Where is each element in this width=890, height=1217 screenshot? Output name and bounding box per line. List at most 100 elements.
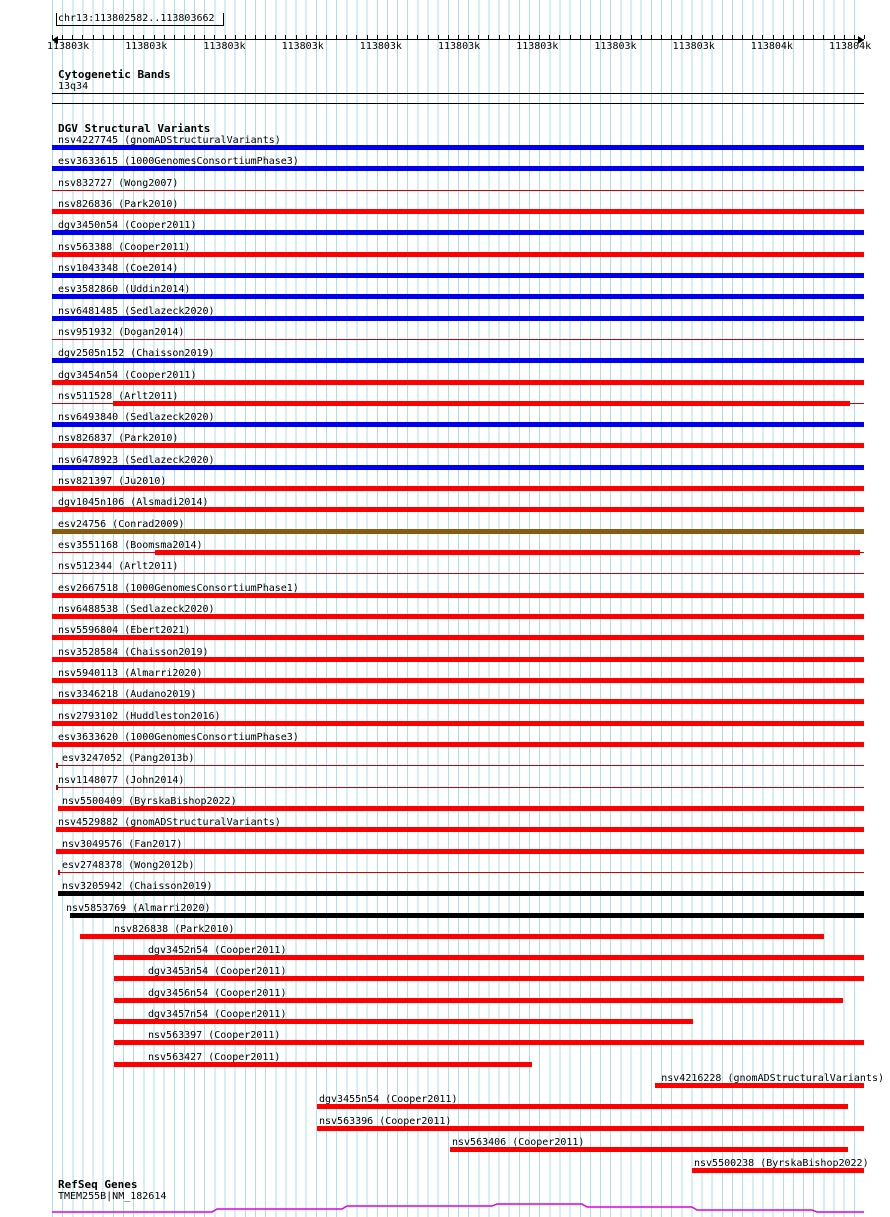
variant-label[interactable]: nsv3205942 (Chaisson2019) xyxy=(62,881,213,892)
variant-label[interactable]: esv2667518 (1000GenomesConsortiumPhase1) xyxy=(58,583,299,594)
variant-label[interactable]: dgv2505n152 (Chaisson2019) xyxy=(58,348,215,359)
variant-label[interactable]: dgv3457n54 (Cooper2011) xyxy=(148,1009,287,1020)
variant-label[interactable]: nsv826837 (Park2010) xyxy=(58,433,179,444)
variant-label[interactable]: nsv826836 (Park2010) xyxy=(58,199,179,210)
variant-bar[interactable] xyxy=(52,209,864,214)
variant-label[interactable]: nsv5940113 (Almarri2020) xyxy=(58,668,203,679)
variant-bar[interactable] xyxy=(56,849,864,854)
variant-bar[interactable] xyxy=(52,190,864,191)
variant-label[interactable]: dgv1045n106 (Alsmadi2014) xyxy=(58,497,209,508)
variant-label[interactable]: nsv3346218 (Audano2019) xyxy=(58,689,197,700)
variant-label[interactable]: nsv821397 (Ju2010) xyxy=(58,476,167,487)
variant-bar[interactable] xyxy=(52,422,864,427)
variant-bar[interactable] xyxy=(70,913,864,918)
variant-bar[interactable] xyxy=(52,742,864,747)
variant-label[interactable]: nsv3049576 (Fan2017) xyxy=(62,839,183,850)
variant-label[interactable]: nsv5500409 (ByrskaBishop2022) xyxy=(62,796,237,807)
variant-bar[interactable] xyxy=(52,573,864,574)
variant-label[interactable]: nsv2793102 (Huddleston2016) xyxy=(58,711,221,722)
variant-label[interactable]: nsv563427 (Cooper2011) xyxy=(148,1052,281,1063)
variant-bar[interactable] xyxy=(58,806,864,811)
variant-label[interactable]: esv3247052 (Pang2013b) xyxy=(62,753,195,764)
variant-label[interactable]: esv24756 (Conrad2009) xyxy=(58,519,185,530)
variant-bar[interactable] xyxy=(317,1104,848,1109)
variant-label[interactable]: nsv3528584 (Chaisson2019) xyxy=(58,647,209,658)
variant-bar[interactable] xyxy=(655,1083,864,1088)
variant-bar[interactable] xyxy=(80,934,824,939)
variant-bar[interactable] xyxy=(56,765,864,766)
variant-label[interactable]: nsv511528 (Arlt2011) xyxy=(58,391,179,402)
variant-bar[interactable] xyxy=(58,891,864,896)
variant-label[interactable]: nsv563396 (Cooper2011) xyxy=(319,1116,452,1127)
ruler-minor-tick xyxy=(275,35,276,39)
variant-bar[interactable] xyxy=(56,827,864,832)
variant-bar[interactable] xyxy=(114,955,864,960)
variant-bar[interactable] xyxy=(114,976,864,981)
variant-bar[interactable] xyxy=(52,339,864,340)
variant-bar[interactable] xyxy=(52,273,864,278)
variant-bar[interactable] xyxy=(52,593,864,598)
variant-label[interactable]: nsv563397 (Cooper2011) xyxy=(148,1030,281,1041)
variant-bar[interactable] xyxy=(52,252,864,257)
variant-bar[interactable] xyxy=(58,872,864,873)
variant-bar[interactable] xyxy=(52,721,864,726)
variant-label[interactable]: nsv1043348 (Coe2014) xyxy=(58,263,179,274)
variant-label[interactable]: nsv4529882 (gnomADStructuralVariants) xyxy=(58,817,281,828)
variant-label[interactable]: esv2748378 (Wong2012b) xyxy=(62,860,195,871)
variant-bar[interactable] xyxy=(52,358,864,363)
variant-bar[interactable] xyxy=(56,787,864,788)
variant-label[interactable]: nsv6481485 (Sedlazeck2020) xyxy=(58,306,215,317)
variant-bar[interactable] xyxy=(114,1062,532,1067)
variant-label[interactable]: nsv826838 (Park2010) xyxy=(114,924,235,935)
variant-bar[interactable] xyxy=(52,678,864,683)
variant-label[interactable]: esv3582860 (Uddin2014) xyxy=(58,284,191,295)
variant-bar[interactable] xyxy=(52,486,864,491)
variant-label[interactable]: nsv512344 (Arlt2011) xyxy=(58,561,179,572)
variant-label[interactable]: dgv3455n54 (Cooper2011) xyxy=(319,1094,458,1105)
ruler-tick-label: 113803k xyxy=(516,41,559,52)
variant-label[interactable]: nsv6478923 (Sedlazeck2020) xyxy=(58,455,215,466)
variant-bar[interactable] xyxy=(114,998,843,1003)
variant-bar[interactable] xyxy=(52,507,864,512)
variant-label[interactable]: esv3551168 (Boomsma2014) xyxy=(58,540,203,551)
variant-bar[interactable] xyxy=(113,401,850,406)
variant-bar[interactable] xyxy=(692,1168,864,1173)
variant-label[interactable]: nsv4227745 (gnomADStructuralVariants) xyxy=(58,135,281,146)
variant-bar[interactable] xyxy=(52,699,864,704)
variant-label[interactable]: dgv3456n54 (Cooper2011) xyxy=(148,988,287,999)
variant-bar[interactable] xyxy=(155,550,860,555)
variant-label[interactable]: dgv3450n54 (Cooper2011) xyxy=(58,220,197,231)
variant-label[interactable]: nsv951932 (Dogan2014) xyxy=(58,327,185,338)
variant-bar[interactable] xyxy=(52,166,864,171)
variant-bar[interactable] xyxy=(52,614,864,619)
variant-bar[interactable] xyxy=(52,657,864,662)
variant-label[interactable]: nsv6488538 (Sedlazeck2020) xyxy=(58,604,215,615)
variant-label[interactable]: dgv3454n54 (Cooper2011) xyxy=(58,370,197,381)
variant-bar[interactable] xyxy=(317,1126,864,1131)
variant-label[interactable]: nsv6493840 (Sedlazeck2020) xyxy=(58,412,215,423)
variant-bar[interactable] xyxy=(52,145,864,150)
variant-bar[interactable] xyxy=(52,529,864,534)
variant-bar[interactable] xyxy=(52,465,864,470)
variant-label[interactable]: nsv4216228 (gnomADStructuralVariants) xyxy=(661,1073,884,1084)
variant-bar[interactable] xyxy=(114,1040,864,1045)
variant-label[interactable]: nsv1148077 (John2014) xyxy=(58,775,185,786)
variant-bar[interactable] xyxy=(52,443,864,448)
variant-label[interactable]: nsv5596804 (Ebert2021) xyxy=(58,625,191,636)
variant-label[interactable]: nsv5853769 (Almarri2020) xyxy=(66,903,211,914)
variant-bar[interactable] xyxy=(52,635,864,640)
variant-bar[interactable] xyxy=(52,230,864,235)
variant-bar[interactable] xyxy=(450,1147,848,1152)
variant-label[interactable]: nsv5500238 (ByrskaBishop2022) xyxy=(694,1158,869,1169)
variant-label[interactable]: nsv563406 (Cooper2011) xyxy=(452,1137,585,1148)
variant-label[interactable]: dgv3453n54 (Cooper2011) xyxy=(148,966,287,977)
variant-bar[interactable] xyxy=(52,380,864,385)
variant-bar[interactable] xyxy=(52,316,864,321)
variant-label[interactable]: nsv563388 (Cooper2011) xyxy=(58,242,191,253)
variant-label[interactable]: nsv832727 (Wong2007) xyxy=(58,178,179,189)
variant-bar[interactable] xyxy=(52,294,864,299)
variant-label[interactable]: esv3633615 (1000GenomesConsortiumPhase3) xyxy=(58,156,299,167)
variant-label[interactable]: esv3633620 (1000GenomesConsortiumPhase3) xyxy=(58,732,299,743)
variant-bar[interactable] xyxy=(114,1019,693,1024)
variant-label[interactable]: dgv3452n54 (Cooper2011) xyxy=(148,945,287,956)
